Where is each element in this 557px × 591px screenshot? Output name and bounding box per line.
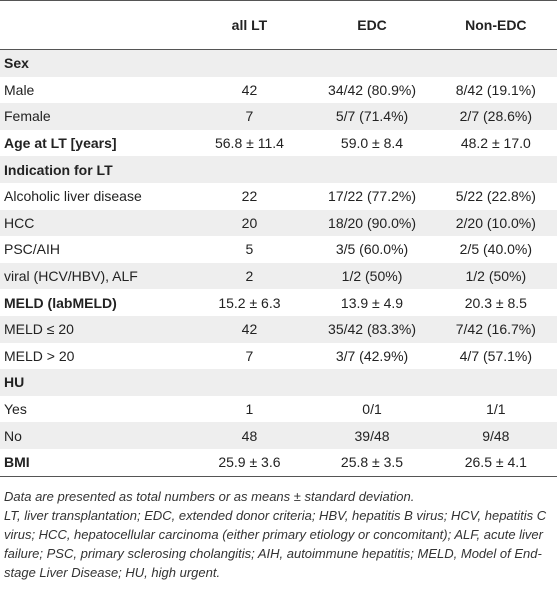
row-label: viral (HCV/HBV), ALF [0, 262, 190, 290]
row-label: HCC [0, 209, 190, 237]
row-label: Female [0, 103, 190, 130]
cell-empty [309, 369, 435, 396]
cell: 1/2 (50%) [309, 262, 435, 290]
footnotes: Data are presented as total numbers or a… [0, 477, 557, 582]
cell: 1/1 [486, 401, 506, 418]
row-label: No [0, 422, 190, 449]
cell: 25.8 ± 3.5 [309, 448, 435, 477]
cell: 39/48 [309, 422, 435, 449]
cell: 0/1 [362, 401, 382, 418]
table-row: MELD > 20 7 3/7 (42.9%) 4/7 (57.1%) [0, 343, 557, 370]
column-header: Non-EDC [434, 0, 557, 50]
table-row: Age at LT [years] 56.8 ± 11.4 59.0 ± 8.4 48… [0, 130, 557, 157]
row-label: Sex [0, 49, 190, 77]
row-label: MELD ≤ 20 [0, 315, 190, 343]
row-label: Age at LT [years] [4, 135, 117, 152]
cell-empty [189, 369, 310, 396]
table-row: PSC/AIH 5 3/5 (60.0%) 2/5 (40.0%) [0, 236, 557, 263]
column-header: all LT [189, 0, 310, 50]
cell: 2/7 (28.6%) [434, 103, 557, 130]
cell: 5/7 (71.4%) [309, 103, 435, 130]
cell: 25.9 ± 3.6 [189, 448, 310, 477]
cell: 20.3 ± 8.5 [464, 294, 527, 311]
cell-empty [309, 156, 435, 183]
cell: 34/42 (80.9%) [328, 81, 416, 98]
row-label: Indication for LT [0, 156, 190, 183]
cell: 5 [245, 241, 254, 258]
table-row: viral (HCV/HBV), ALF 2 1/2 (50%) 1/2 (50%) [0, 262, 557, 290]
cell: 2 [189, 262, 310, 290]
table-row: Yes 1 0/1 1/1 [0, 396, 557, 423]
row-label: Yes [4, 401, 27, 418]
cell: 1/2 (50%) [434, 262, 557, 290]
row-label: PSC/AIH [4, 241, 61, 258]
cell: 1 [245, 401, 254, 418]
cell: 13.9 ± 4.9 [340, 294, 404, 311]
cell: 42 [241, 81, 258, 98]
cell: 9/48 [434, 422, 557, 449]
cell: 3/5 (60.0%) [335, 241, 409, 258]
row-label: Alcoholic liver disease [4, 188, 142, 205]
cell: 59.0 ± 8.4 [340, 135, 404, 152]
cell: 20 [189, 209, 310, 237]
table-row: HU [0, 369, 557, 396]
cell-empty [434, 156, 557, 183]
cell: 8/42 (19.1%) [455, 81, 536, 98]
table-row: No 48 39/48 9/48 [0, 422, 557, 449]
row-label: MELD (labMELD) [4, 294, 117, 311]
cell-empty [434, 49, 557, 77]
row-label: MELD > 20 [4, 347, 75, 364]
table-row: Alcoholic liver disease 22 17/22 (77.2%) 5/… [0, 183, 557, 210]
table-row: MELD ≤ 20 42 35/42 (83.3%) 7/42 (16.7%) [0, 315, 557, 343]
cell: 48.2 ± 17.0 [460, 135, 531, 152]
cell-empty [189, 49, 310, 77]
cell: 5/22 (22.8%) [455, 188, 536, 205]
cell: 3/7 (42.9%) [335, 347, 409, 364]
table-body: Sex Male 42 34/42 (80.9%) 8/42 (19.1%) Female… [0, 49, 557, 477]
cell: 7 [245, 347, 254, 364]
row-label: HU [0, 369, 190, 396]
cell: 26.5 ± 4.1 [434, 448, 557, 477]
cell: 7/42 (16.7%) [434, 315, 557, 343]
footnote: LT, liver transplantation; EDC, extended… [4, 507, 547, 580]
table-row: HCC 20 18/20 (90.0%) 2/20 (10.0%) [0, 209, 557, 237]
footnote: Data are presented as total numbers or a… [4, 488, 415, 504]
table-row: BMI 25.9 ± 3.6 25.8 ± 3.5 26.5 ± 4.1 [0, 448, 557, 477]
table-row: Male 42 34/42 (80.9%) 8/42 (19.1%) [0, 77, 557, 104]
table-row: Indication for LT [0, 156, 557, 183]
cell: 4/7 (57.1%) [459, 347, 533, 364]
cell: 22 [241, 188, 258, 205]
cell: 48 [189, 422, 310, 449]
column-header: EDC [309, 0, 435, 50]
row-label: Male [4, 81, 35, 98]
header-blank [0, 0, 190, 50]
cell: 18/20 (90.0%) [309, 209, 435, 237]
cell: 2/20 (10.0%) [434, 209, 557, 237]
cell-empty [309, 49, 435, 77]
table-row: Sex [0, 49, 557, 77]
header-row: all LT EDC Non-EDC [0, 0, 557, 50]
table-row: Female 7 5/7 (71.4%) 2/7 (28.6%) [0, 103, 557, 130]
row-label: BMI [0, 448, 190, 477]
table-row: MELD (labMELD) 15.2 ± 6.3 13.9 ± 4.9 20.3 ±… [0, 289, 557, 316]
cell: 2/5 (40.0%) [459, 241, 533, 258]
cell: 7 [189, 103, 310, 130]
data-table: all LT EDC Non-EDC Sex Male 42 34/42 (80.9%) 8… [0, 0, 557, 477]
cell: 56.8 ± 11.4 [214, 135, 284, 152]
cell: 15.2 ± 6.3 [218, 294, 281, 311]
cell: 42 [189, 315, 310, 343]
cell-empty [189, 156, 310, 183]
cell: 35/42 (83.3%) [309, 315, 435, 343]
cell-empty [434, 369, 557, 396]
cell: 17/22 (77.2%) [328, 188, 416, 205]
